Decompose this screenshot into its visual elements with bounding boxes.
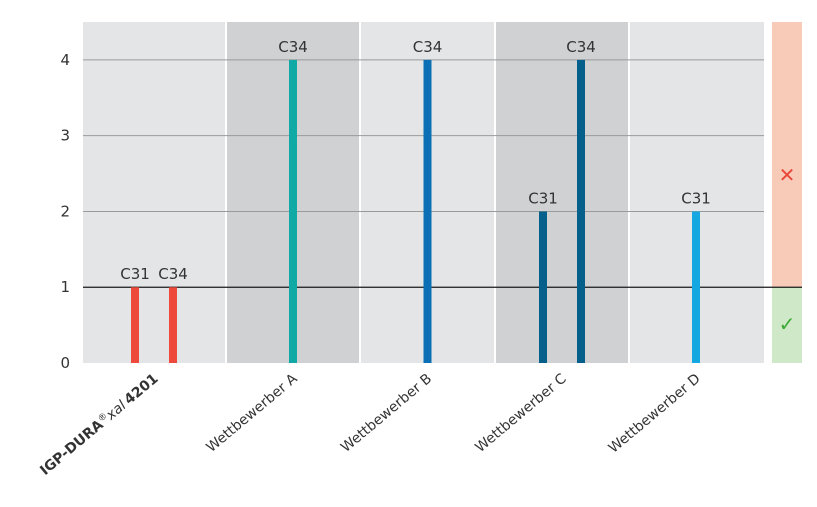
- bar: [169, 287, 177, 363]
- y-axis-tick-labels: 0 1 2 3 4: [60, 51, 70, 372]
- below-threshold-zone: [772, 287, 802, 363]
- bar-data-label: C31: [528, 189, 558, 207]
- bar: [423, 59, 432, 364]
- x-category-label: Wettbewerber A: [204, 371, 301, 456]
- y-tick-label: 4: [60, 51, 70, 69]
- x-category-label: Wettbewerber D: [606, 371, 704, 457]
- bars: [131, 59, 700, 364]
- bar-data-label: C34: [158, 265, 188, 283]
- above-threshold-zone: [772, 22, 802, 288]
- bar: [289, 59, 297, 364]
- bar-data-labels: C31 C34 C34 C34 C31 C34 C31: [120, 38, 711, 283]
- fail-icon: ✕: [779, 163, 796, 187]
- threshold-indicator: ✕✓: [772, 22, 802, 363]
- bar-data-label: C34: [278, 38, 308, 56]
- y-tick-label: 0: [60, 354, 70, 372]
- y-tick-label: 2: [60, 202, 70, 220]
- x-axis-category-labels: IGP-DURA®xal4201 Wettbewerber A Wettbewerb…: [37, 371, 703, 479]
- bar: [131, 287, 139, 363]
- category-band: [496, 22, 628, 363]
- category-band: [83, 22, 225, 363]
- bar: [577, 59, 585, 364]
- x-category-label: Wettbewerber C: [472, 371, 569, 456]
- bar-data-label: C34: [413, 38, 443, 56]
- bar-data-label: C31: [120, 265, 150, 283]
- y-tick-label: 3: [60, 127, 70, 145]
- pass-icon: ✓: [779, 312, 796, 336]
- bar-data-label: C31: [681, 189, 711, 207]
- bar: [692, 211, 700, 363]
- x-category-label: IGP-DURA®xal4201: [37, 371, 161, 479]
- x-category-label: Wettbewerber B: [338, 371, 435, 456]
- bar: [539, 211, 547, 363]
- y-tick-label: 1: [60, 278, 70, 296]
- bar-data-label: C34: [566, 38, 596, 56]
